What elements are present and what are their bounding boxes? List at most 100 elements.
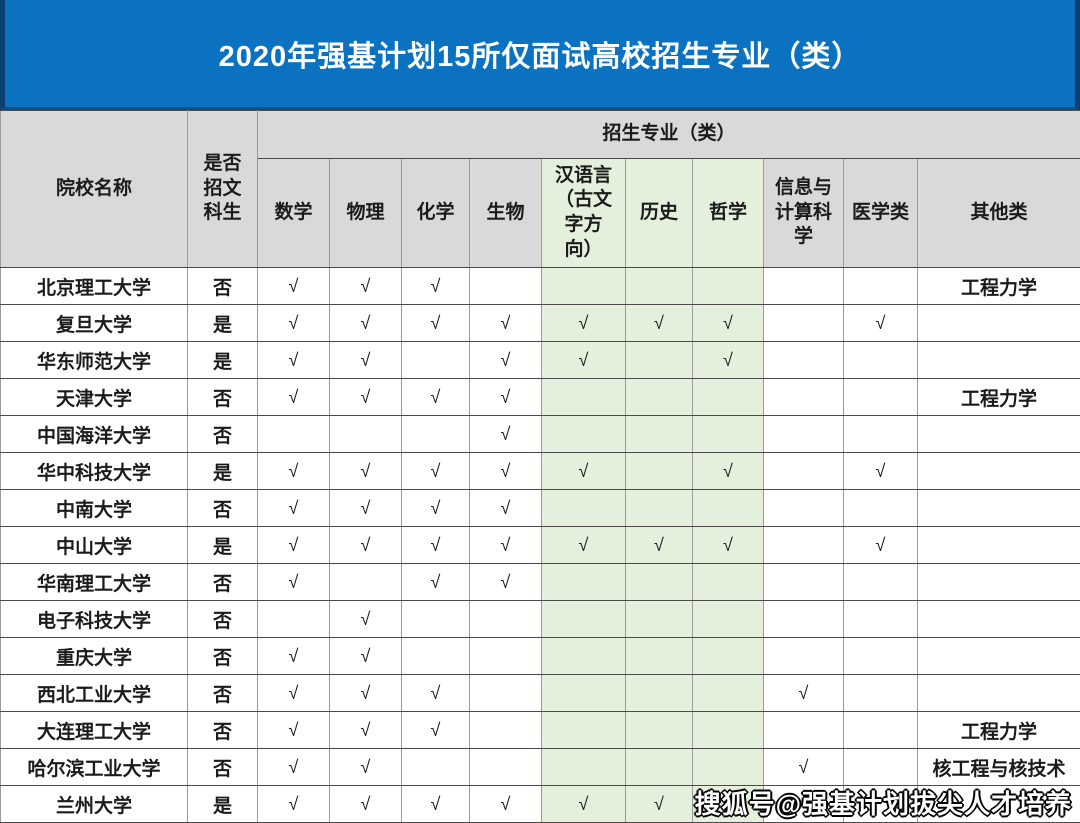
empty-cell <box>469 600 542 638</box>
checkmark-cell: √ <box>329 378 402 416</box>
checkmark-cell: √ <box>257 526 330 564</box>
empty-cell <box>763 267 844 305</box>
checkmark-cell: √ <box>257 563 330 601</box>
table-row: 兰州大学是 √ √ √ √ √ √ <box>0 785 1080 823</box>
empty-cell <box>692 674 764 712</box>
empty-cell <box>843 267 918 305</box>
empty-cell <box>763 637 844 675</box>
checkmark-cell: √ <box>257 785 330 823</box>
checkmark-cell: √ <box>401 452 470 490</box>
empty-cell <box>916 489 1080 527</box>
subject-header-row: 数学 物理 化学 生物 汉语言 （古文 字方 向） 历史 哲学 信息与 计算科 学医学类 其他类 <box>1 158 1080 268</box>
empty-cell <box>843 637 918 675</box>
checkmark-cell: √ <box>257 304 330 342</box>
university-name: 中南大学 <box>0 489 188 527</box>
checkmark-cell: √ <box>625 304 693 342</box>
empty-cell <box>401 415 470 453</box>
other-major-cell: 工程力学 <box>916 267 1080 305</box>
checkmark-cell: √ <box>763 748 844 786</box>
empty-cell <box>843 600 918 638</box>
table-row: 电子科技大学否 √ <box>0 600 1080 638</box>
empty-cell <box>625 378 693 416</box>
table-row: 中国海洋大学否 √ <box>0 415 1080 453</box>
col-header-majors-group: 招生专业（类） <box>256 110 1080 159</box>
empty-cell <box>469 674 542 712</box>
checkmark-cell: √ <box>257 711 330 749</box>
empty-cell <box>329 563 402 601</box>
checkmark-cell: √ <box>541 341 626 379</box>
empty-cell <box>916 674 1080 712</box>
checkmark-cell: √ <box>625 785 693 823</box>
empty-cell <box>843 415 918 453</box>
empty-cell <box>541 378 626 416</box>
table-row: 天津大学否 √ √ √ √ 工程力学 <box>0 378 1080 416</box>
liberal-arts-flag: 否 <box>187 489 258 527</box>
checkmark-cell: √ <box>401 304 470 342</box>
empty-cell <box>763 341 844 379</box>
table-row: 复旦大学是 √ √ √ √ √ √ √ √ <box>0 304 1080 342</box>
col-header-liberal-arts: 是否 招文 科生 <box>187 110 258 268</box>
empty-cell <box>916 563 1080 601</box>
checkmark-cell: √ <box>257 748 330 786</box>
empty-cell <box>763 785 844 823</box>
empty-cell <box>401 637 470 675</box>
empty-cell <box>843 674 918 712</box>
other-major-cell: 核工程与核技术 <box>916 748 1080 786</box>
empty-cell <box>916 785 1080 823</box>
subject-header-5: 历史 <box>625 158 693 268</box>
checkmark-cell: √ <box>541 785 626 823</box>
empty-cell <box>763 304 844 342</box>
checkmark-cell: √ <box>469 785 542 823</box>
liberal-arts-flag: 否 <box>187 674 258 712</box>
checkmark-cell: √ <box>692 341 764 379</box>
empty-cell <box>916 526 1080 564</box>
empty-cell <box>843 341 918 379</box>
university-name: 兰州大学 <box>0 785 188 823</box>
empty-cell <box>541 415 626 453</box>
empty-cell <box>625 711 693 749</box>
empty-cell <box>916 452 1080 490</box>
subject-header-8: 医学类 <box>843 158 918 268</box>
checkmark-cell: √ <box>401 378 470 416</box>
empty-cell <box>692 489 764 527</box>
empty-cell <box>763 600 844 638</box>
checkmark-cell: √ <box>692 304 764 342</box>
empty-cell <box>692 415 764 453</box>
subject-header-2: 化学 <box>401 158 470 268</box>
empty-cell <box>541 674 626 712</box>
checkmark-cell: √ <box>329 304 402 342</box>
subject-header-0: 数学 <box>257 158 330 268</box>
checkmark-cell: √ <box>625 526 693 564</box>
empty-cell <box>625 563 693 601</box>
university-name: 复旦大学 <box>0 304 188 342</box>
liberal-arts-flag: 否 <box>187 748 258 786</box>
checkmark-cell: √ <box>843 526 918 564</box>
empty-cell <box>625 637 693 675</box>
university-name: 电子科技大学 <box>0 600 188 638</box>
liberal-arts-flag: 是 <box>187 304 258 342</box>
checkmark-cell: √ <box>257 267 330 305</box>
admissions-table: 院校名称 是否 招文 科生 招生专业（类） 数学 物理 化学 生物 汉语言 （古文 字方… <box>0 110 1080 823</box>
other-major-cell: 工程力学 <box>916 711 1080 749</box>
empty-cell <box>541 600 626 638</box>
subject-header-3: 生物 <box>469 158 542 268</box>
university-name: 哈尔滨工业大学 <box>0 748 188 786</box>
checkmark-cell: √ <box>469 341 542 379</box>
checkmark-cell: √ <box>257 674 330 712</box>
empty-cell <box>763 526 844 564</box>
liberal-arts-flag: 否 <box>187 637 258 675</box>
empty-cell <box>541 563 626 601</box>
liberal-arts-flag: 否 <box>187 563 258 601</box>
checkmark-cell: √ <box>257 489 330 527</box>
checkmark-cell: √ <box>329 711 402 749</box>
empty-cell <box>541 489 626 527</box>
empty-cell <box>916 600 1080 638</box>
university-name: 华东师范大学 <box>0 341 188 379</box>
liberal-arts-flag: 是 <box>187 526 258 564</box>
table-body: 北京理工大学否 √ √ √ 工程力学 复旦大学是 √ √ √ √ √ √ √ √ 华东师范大学是 √ √ √ √ √ 天… <box>0 267 1080 823</box>
col-header-university: 院校名称 <box>0 110 188 268</box>
checkmark-cell: √ <box>469 563 542 601</box>
empty-cell <box>469 267 542 305</box>
checkmark-cell: √ <box>329 452 402 490</box>
university-name: 重庆大学 <box>0 637 188 675</box>
